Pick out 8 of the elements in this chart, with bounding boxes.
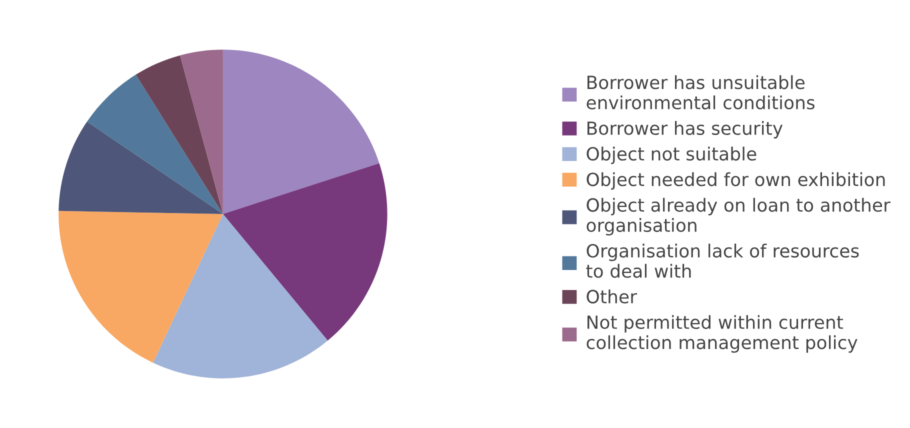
legend-label: Other [586, 289, 637, 304]
legend-label: Borrower has unsuitable environmental conditions [586, 75, 815, 110]
legend-label: Object not suitable [586, 146, 756, 164]
legend-label: Borrower has security [587, 121, 783, 139]
legend-label: Organisation lack of resources to deal with [586, 244, 859, 278]
legend-label: Object needed for own exhibition [586, 172, 885, 190]
legend-label: Object already on loan to another organisation [586, 198, 890, 236]
legend-label: Not permitted within current collection management policy [586, 315, 858, 353]
